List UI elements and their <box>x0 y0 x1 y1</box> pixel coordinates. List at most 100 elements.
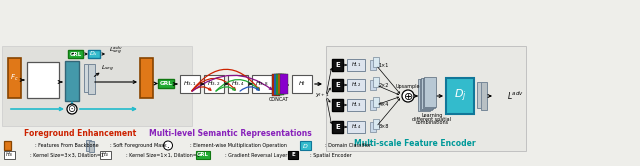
Bar <box>418 79 430 111</box>
Text: : Spatial Encoder: : Spatial Encoder <box>310 153 352 158</box>
Bar <box>252 75 272 93</box>
Text: 4×4: 4×4 <box>379 102 389 108</box>
Text: $H_{1l}$: $H_{1l}$ <box>101 151 110 160</box>
Text: $D$: $D$ <box>302 141 308 150</box>
Bar <box>481 82 487 110</box>
Text: $L^{adv}$: $L^{adv}$ <box>507 90 524 102</box>
Text: $L^{adv}_{seg}$: $L^{adv}_{seg}$ <box>109 45 123 57</box>
Bar <box>68 50 83 58</box>
Bar <box>88 50 100 58</box>
Bar <box>4 141 11 150</box>
Text: : Features From Backbone: : Features From Backbone <box>35 143 99 148</box>
Bar <box>419 79 431 110</box>
Text: $H_{3,8}$: $H_{3,8}$ <box>255 80 269 88</box>
Text: E: E <box>335 82 340 88</box>
Bar <box>272 74 280 96</box>
Text: Foreground Enhancement: Foreground Enhancement <box>24 128 136 137</box>
Text: $D_j$: $D_j$ <box>454 88 467 104</box>
FancyArrowPatch shape <box>192 87 211 91</box>
Bar <box>278 74 286 94</box>
Circle shape <box>163 141 173 150</box>
Text: 1×1: 1×1 <box>379 63 389 68</box>
Bar <box>2 46 192 126</box>
Text: $H_{l,4}$: $H_{l,4}$ <box>351 123 362 131</box>
Bar <box>347 79 365 91</box>
Bar <box>4 151 15 159</box>
Bar <box>373 97 379 107</box>
Text: GRL: GRL <box>197 153 209 158</box>
Bar <box>347 121 365 133</box>
Text: combinations: combinations <box>415 121 449 125</box>
Text: CONCAT: CONCAT <box>269 96 289 101</box>
Text: $H_{3,4}$: $H_{3,4}$ <box>231 80 244 88</box>
Bar <box>373 119 379 129</box>
Text: $D_s$: $D_s$ <box>90 49 99 58</box>
Bar <box>8 58 21 98</box>
Bar <box>228 75 248 93</box>
Bar <box>280 74 288 94</box>
Bar <box>27 62 59 98</box>
Bar <box>100 151 111 159</box>
Text: Multi-level Semantic Representations: Multi-level Semantic Representations <box>148 128 312 137</box>
Text: $H_{l,3}$: $H_{l,3}$ <box>351 101 362 109</box>
Text: $\cdot$: $\cdot$ <box>166 141 170 150</box>
Bar <box>88 64 95 94</box>
Text: : Element-wise Multiplication Operation: : Element-wise Multiplication Operation <box>190 143 287 148</box>
FancyArrowPatch shape <box>216 80 259 91</box>
Bar <box>140 58 153 98</box>
Bar <box>370 122 376 132</box>
Text: : Kernel Size=3×3, Dilation=1: : Kernel Size=3×3, Dilation=1 <box>30 153 104 158</box>
Bar <box>332 79 343 91</box>
Bar <box>84 64 91 92</box>
Bar <box>180 75 200 93</box>
Bar <box>326 46 526 151</box>
Bar <box>65 61 79 101</box>
Bar <box>158 79 174 88</box>
FancyArrowPatch shape <box>216 87 235 91</box>
Circle shape <box>67 104 77 114</box>
Bar <box>422 78 435 108</box>
Bar <box>347 59 365 71</box>
Text: $\oplus$: $\oplus$ <box>403 90 413 101</box>
Text: GRL: GRL <box>159 81 172 86</box>
Bar <box>288 151 298 159</box>
Bar <box>89 141 94 152</box>
Text: $L_{seg}$: $L_{seg}$ <box>102 64 115 74</box>
Text: $H_l$: $H_l$ <box>298 80 306 88</box>
Text: $y_{l+1}$: $y_{l+1}$ <box>315 91 330 99</box>
Text: $H_{3l}$: $H_{3l}$ <box>5 151 14 160</box>
Bar <box>204 75 224 93</box>
Text: Learning: Learning <box>421 113 443 118</box>
Bar <box>332 99 343 111</box>
Text: : Domain Classifier: : Domain Classifier <box>325 143 371 148</box>
Bar <box>370 100 376 110</box>
FancyArrowPatch shape <box>192 78 236 91</box>
Text: $\odot$: $\odot$ <box>67 103 77 115</box>
FancyArrowPatch shape <box>240 87 259 91</box>
Text: E: E <box>291 153 295 158</box>
Text: : Soft Foreground Mask: : Soft Foreground Mask <box>110 143 166 148</box>
Bar <box>347 99 365 111</box>
Text: : Gradient Reversal Layer: : Gradient Reversal Layer <box>225 153 287 158</box>
Bar <box>373 77 379 87</box>
Bar <box>373 57 379 67</box>
Text: $H_{l,1}$: $H_{l,1}$ <box>351 61 362 69</box>
Bar <box>477 82 483 108</box>
Text: Upsample: Upsample <box>396 83 420 88</box>
Bar <box>274 74 282 95</box>
Text: E: E <box>335 124 340 130</box>
FancyArrowPatch shape <box>192 75 271 91</box>
Bar <box>370 80 376 90</box>
FancyArrowPatch shape <box>192 69 259 91</box>
Bar <box>446 78 474 114</box>
Text: 8×8: 8×8 <box>379 124 389 129</box>
Text: $H_{l,2}$: $H_{l,2}$ <box>351 81 362 89</box>
Text: : Kernel Size=1×1, Dilation=1: : Kernel Size=1×1, Dilation=1 <box>126 153 200 158</box>
Text: $H_{3,2}$: $H_{3,2}$ <box>207 80 221 88</box>
Bar <box>292 75 312 93</box>
Bar <box>196 151 210 159</box>
Bar <box>332 121 343 133</box>
Text: E: E <box>335 102 340 108</box>
Circle shape <box>402 90 414 102</box>
Bar <box>421 78 433 109</box>
